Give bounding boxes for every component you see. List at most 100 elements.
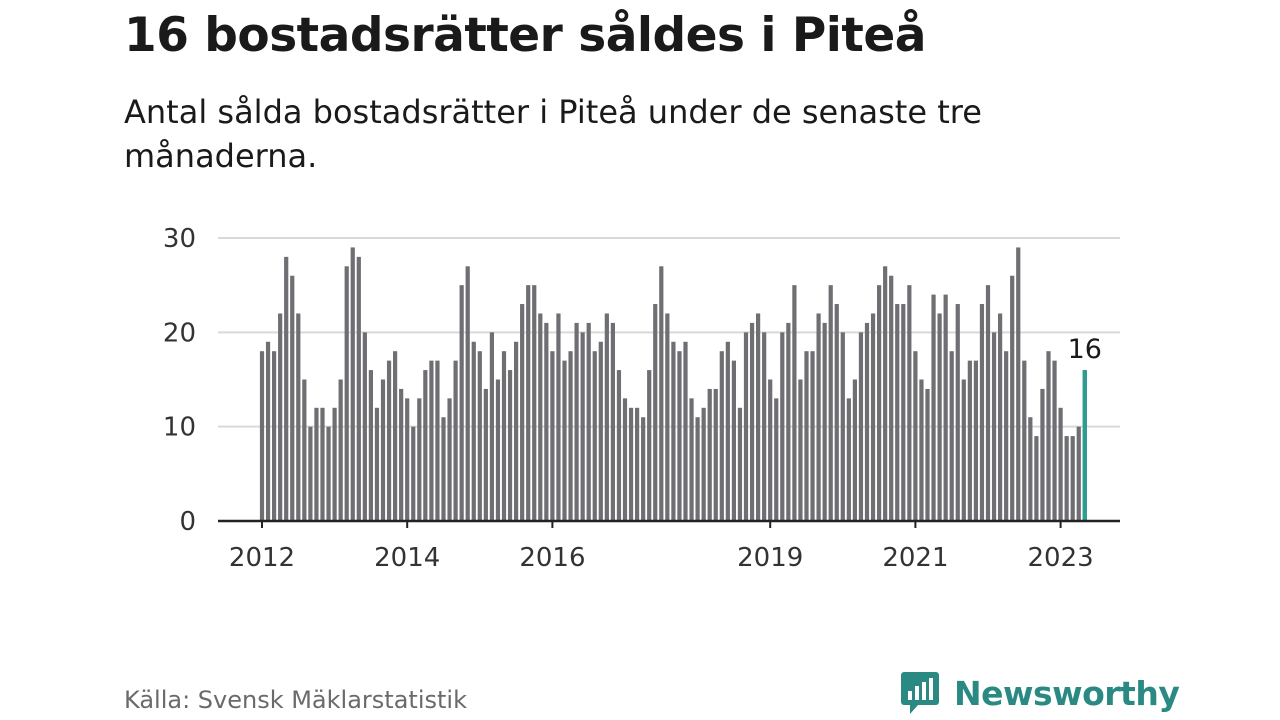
bar bbox=[526, 285, 531, 521]
bar bbox=[967, 360, 972, 521]
bar bbox=[961, 379, 966, 521]
bar bbox=[641, 417, 646, 521]
bar bbox=[822, 322, 827, 521]
x-tick-label: 2021 bbox=[882, 543, 948, 573]
y-tick-label: 10 bbox=[163, 413, 196, 443]
bar bbox=[707, 388, 712, 521]
bar bbox=[937, 313, 942, 521]
bar bbox=[1058, 407, 1063, 521]
x-tick-label: 2016 bbox=[519, 543, 585, 573]
bar bbox=[429, 360, 434, 521]
bar bbox=[665, 313, 670, 521]
bar bbox=[477, 351, 482, 521]
chart-subtitle: Antal sålda bostadsrätter i Piteå under … bbox=[124, 93, 982, 175]
bar bbox=[780, 332, 785, 521]
bar bbox=[889, 275, 894, 521]
bar bbox=[544, 322, 549, 521]
source-note: Källa: Svensk Mäklarstatistik bbox=[124, 686, 467, 714]
bar bbox=[374, 407, 380, 521]
bar bbox=[925, 388, 930, 521]
bar bbox=[538, 313, 543, 521]
bar bbox=[1022, 360, 1027, 521]
bar bbox=[1004, 351, 1009, 521]
bar bbox=[1070, 436, 1075, 521]
bar bbox=[737, 407, 743, 521]
bar bbox=[592, 351, 597, 521]
bar bbox=[943, 294, 948, 521]
bar bbox=[864, 322, 870, 521]
bar bbox=[695, 417, 700, 521]
bar bbox=[344, 266, 349, 521]
bar bbox=[810, 351, 815, 521]
bar bbox=[1046, 351, 1051, 521]
bar bbox=[574, 322, 579, 521]
bar bbox=[290, 275, 295, 521]
bar bbox=[919, 379, 924, 521]
bar bbox=[901, 304, 906, 521]
bar bbox=[320, 407, 325, 521]
bar bbox=[931, 294, 936, 521]
bar bbox=[907, 285, 912, 521]
bar bbox=[804, 351, 809, 521]
bar bbox=[568, 351, 573, 521]
bar bbox=[338, 379, 343, 521]
bars bbox=[259, 247, 1087, 521]
bar bbox=[816, 313, 821, 521]
bar bbox=[441, 417, 446, 521]
bar bbox=[647, 370, 652, 521]
brand-logo[interactable]: Newsworthy bbox=[900, 670, 1180, 716]
bar bbox=[635, 407, 640, 521]
bar bbox=[895, 304, 900, 521]
bar bbox=[1010, 275, 1015, 521]
bar bbox=[393, 351, 398, 521]
bar bbox=[713, 388, 718, 521]
bar bbox=[459, 285, 464, 521]
bar bbox=[883, 266, 888, 521]
bar bbox=[973, 360, 978, 521]
bar bbox=[671, 341, 676, 521]
brand-name: Newsworthy bbox=[954, 673, 1180, 713]
bar bbox=[302, 379, 307, 521]
bar bbox=[1064, 436, 1069, 521]
bar bbox=[622, 398, 628, 521]
highlight-value-label: 16 bbox=[1068, 334, 1102, 365]
bar bbox=[520, 304, 525, 521]
bar bbox=[991, 332, 997, 521]
bar bbox=[858, 332, 864, 521]
bar bbox=[756, 313, 761, 521]
bar bbox=[562, 360, 567, 521]
x-axis-ticks: 2012 2014 2016 2019 2021 2023 bbox=[229, 521, 1094, 573]
bar bbox=[399, 388, 404, 521]
bar bbox=[792, 285, 797, 521]
annotations: 16 bbox=[1068, 334, 1102, 365]
bar bbox=[1040, 388, 1045, 521]
highlight-bar bbox=[1082, 370, 1087, 521]
bar bbox=[743, 332, 749, 521]
bar bbox=[265, 341, 271, 521]
bar bbox=[1034, 436, 1039, 521]
bar bbox=[278, 313, 283, 521]
bar bbox=[514, 341, 519, 521]
bar bbox=[326, 426, 331, 521]
bar bbox=[768, 379, 773, 521]
bar bbox=[913, 351, 918, 521]
bar bbox=[852, 379, 857, 521]
bar bbox=[628, 407, 634, 521]
bar bbox=[350, 247, 355, 521]
bar bbox=[411, 426, 416, 521]
bar bbox=[701, 407, 706, 521]
bar bbox=[749, 322, 755, 521]
bar bbox=[465, 266, 470, 521]
bar bbox=[272, 351, 277, 521]
bar bbox=[1028, 417, 1033, 521]
bar bbox=[998, 313, 1003, 521]
bar bbox=[435, 360, 440, 521]
bar bbox=[356, 256, 361, 521]
bar bbox=[362, 332, 367, 521]
bar bbox=[659, 266, 664, 521]
x-tick-label: 2012 bbox=[229, 543, 295, 573]
x-tick-label: 2023 bbox=[1028, 543, 1094, 573]
bar bbox=[453, 360, 458, 521]
bar bbox=[580, 332, 585, 521]
